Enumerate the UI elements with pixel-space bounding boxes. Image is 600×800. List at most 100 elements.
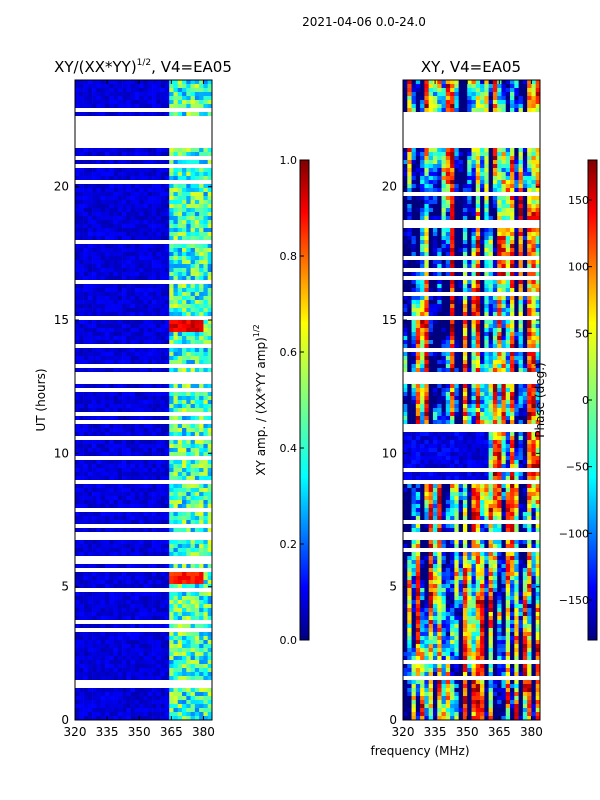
heatmap-cell xyxy=(454,244,459,249)
heatmap-cell xyxy=(139,260,144,265)
heatmap-cell xyxy=(143,112,149,117)
heatmap-cell xyxy=(117,452,123,457)
heatmap-cell xyxy=(199,236,204,241)
heatmap-cell xyxy=(471,108,477,113)
heatmap-cell xyxy=(156,200,161,205)
heatmap-cell xyxy=(501,172,507,177)
heatmap-cell xyxy=(109,252,114,257)
heatmap-cell xyxy=(75,392,80,397)
heatmap-cell xyxy=(527,80,532,85)
heatmap-cell xyxy=(194,668,200,673)
heatmap-cell xyxy=(87,368,93,373)
heatmap-cell xyxy=(156,600,161,605)
heatmap-cell xyxy=(428,164,434,169)
heatmap-cell xyxy=(126,600,131,605)
heatmap-cell xyxy=(510,184,515,189)
heatmap-cell xyxy=(173,500,179,505)
heatmap-cell xyxy=(122,584,127,589)
heatmap-cell xyxy=(415,248,421,253)
heatmap-cell xyxy=(437,100,442,105)
heatmap-cell xyxy=(87,200,93,205)
heatmap-cell xyxy=(182,332,187,337)
heatmap-cell xyxy=(96,112,101,117)
heatmap-cell xyxy=(104,548,110,553)
heatmap-cell xyxy=(126,112,131,117)
heatmap-cell xyxy=(484,84,489,89)
heatmap-cell xyxy=(139,192,144,197)
heatmap-cell xyxy=(100,88,106,93)
heatmap-cell xyxy=(164,528,170,533)
heatmap-cell xyxy=(169,640,174,645)
heatmap-cell xyxy=(420,184,425,189)
heatmap-cell xyxy=(126,228,131,233)
heatmap-cell xyxy=(177,516,183,521)
heatmap-cell xyxy=(130,268,136,273)
heatmap-cell xyxy=(96,432,101,437)
heatmap-cell xyxy=(152,600,157,605)
heatmap-cell xyxy=(113,228,119,233)
heatmap-cell xyxy=(143,100,149,105)
heatmap-cell xyxy=(104,516,110,521)
heatmap-cell xyxy=(458,196,464,201)
heatmap-cell xyxy=(152,492,157,497)
heatmap-cell xyxy=(113,500,119,505)
heatmap-cell xyxy=(492,196,498,201)
heatmap-cell xyxy=(207,104,212,109)
heatmap-cell xyxy=(156,636,161,641)
heatmap-cell xyxy=(207,464,212,469)
heatmap-cell xyxy=(152,320,157,325)
heatmap-cell xyxy=(109,360,114,365)
heatmap-cell xyxy=(79,484,84,489)
heatmap-cell xyxy=(130,664,136,669)
heatmap-cell xyxy=(79,184,84,189)
heatmap-cell xyxy=(182,404,187,409)
heatmap-cell xyxy=(415,204,421,209)
heatmap-cell xyxy=(415,84,421,89)
heatmap-cell xyxy=(403,160,408,165)
heatmap-cell xyxy=(152,204,157,209)
heatmap-cell xyxy=(139,596,144,601)
heatmap-cell xyxy=(109,80,114,85)
heatmap-cell xyxy=(160,268,166,273)
heatmap-cell xyxy=(83,152,89,157)
heatmap-cell xyxy=(87,704,93,709)
heatmap-cell xyxy=(147,268,153,273)
heatmap-cell xyxy=(199,440,204,445)
heatmap-cell xyxy=(117,260,123,265)
heatmap-cell xyxy=(75,540,80,545)
heatmap-cell xyxy=(130,84,136,89)
heatmap-cell xyxy=(186,312,191,317)
heatmap-cell xyxy=(147,496,153,501)
heatmap-cell xyxy=(152,608,157,613)
heatmap-cell xyxy=(79,400,84,405)
heatmap-cell xyxy=(207,188,212,193)
heatmap-cell xyxy=(160,256,166,261)
heatmap-cell xyxy=(164,308,170,313)
heatmap-cell xyxy=(488,96,494,101)
heatmap-cell xyxy=(117,324,123,329)
heatmap-cell xyxy=(450,88,455,93)
heatmap-cell xyxy=(109,260,114,265)
heatmap-cell xyxy=(152,188,157,193)
heatmap-cell xyxy=(467,104,472,109)
heatmap-cell xyxy=(92,300,97,305)
heatmap-cell xyxy=(100,184,106,189)
heatmap-cell xyxy=(147,184,153,189)
heatmap-cell xyxy=(527,88,532,93)
heatmap-cell xyxy=(143,276,149,281)
heatmap-cell xyxy=(113,528,119,533)
heatmap-cell xyxy=(122,192,127,197)
heatmap-cell xyxy=(109,700,114,705)
heatmap-cell xyxy=(169,104,174,109)
heatmap-cell xyxy=(160,452,166,457)
heatmap-cell xyxy=(83,332,89,337)
heatmap-cell xyxy=(126,336,131,341)
heatmap-cell xyxy=(104,312,110,317)
heatmap-cell xyxy=(83,292,89,297)
heatmap-cell xyxy=(501,168,507,173)
heatmap-cell xyxy=(147,700,153,705)
heatmap-cell xyxy=(130,444,136,449)
heatmap-cell xyxy=(484,188,489,193)
heatmap-cell xyxy=(160,548,166,553)
heatmap-cell xyxy=(173,692,179,697)
